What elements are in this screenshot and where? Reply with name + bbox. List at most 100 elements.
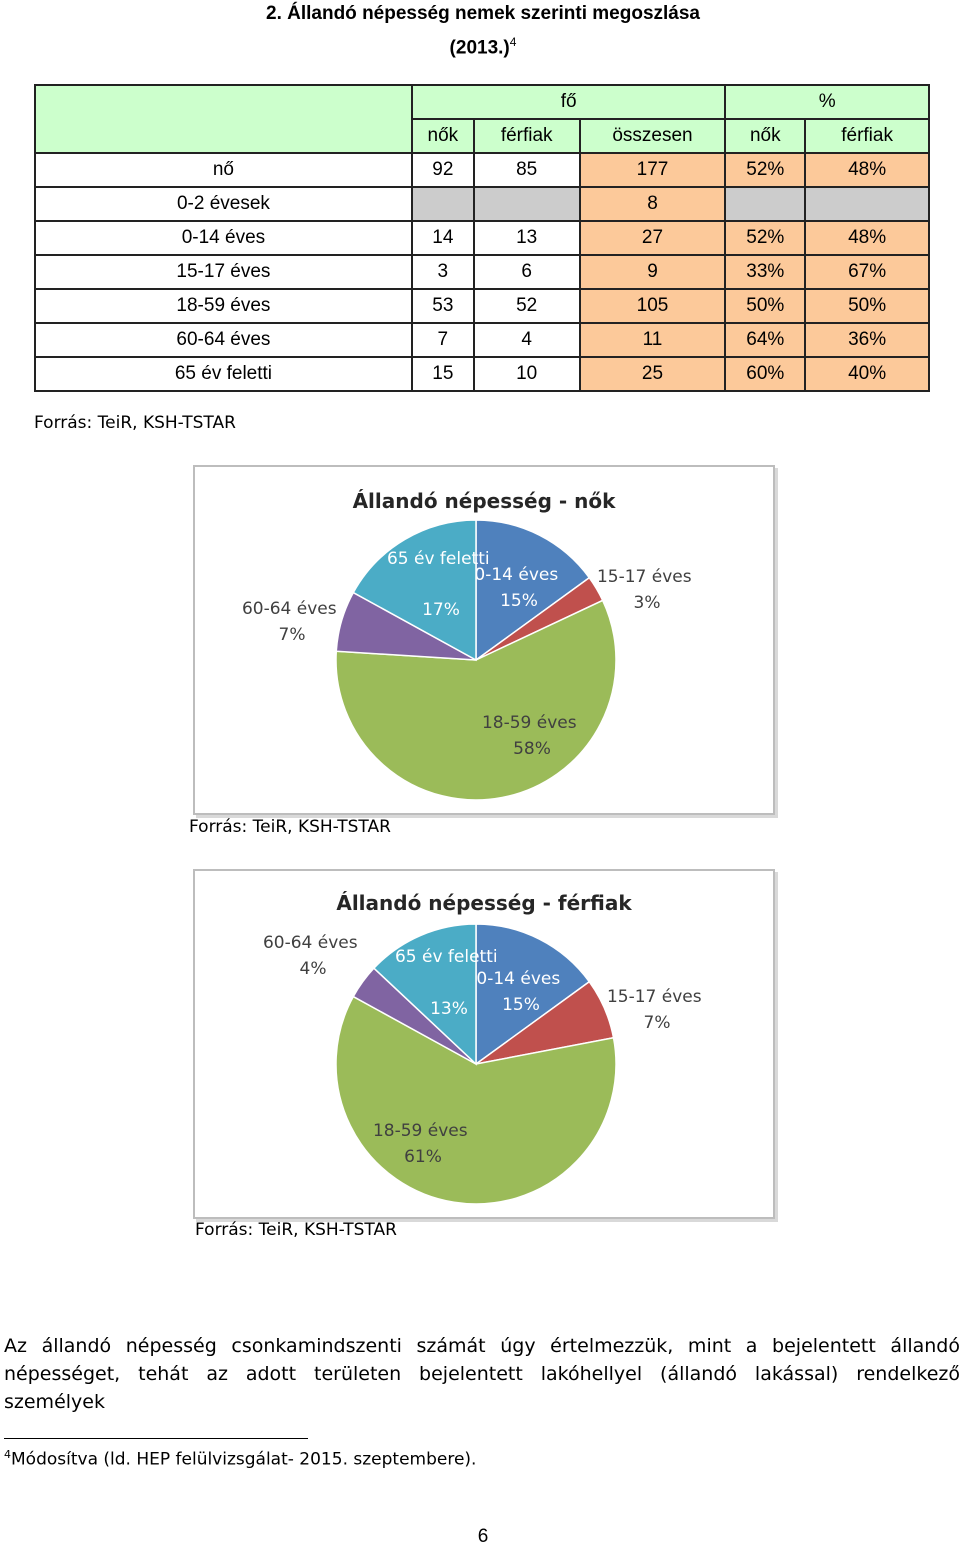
header-women: nők xyxy=(410,118,475,154)
cell: 40% xyxy=(804,356,930,392)
cell xyxy=(804,186,930,222)
label-text: 60-64 éves xyxy=(263,933,358,953)
cell: 13 xyxy=(472,220,581,256)
cell xyxy=(724,186,807,222)
chart-men-title: Állandó népesség - férfiak xyxy=(336,891,632,915)
heading-year: (2013.) xyxy=(449,37,510,59)
cell: 53 xyxy=(410,288,475,324)
chart-women-slices xyxy=(335,519,617,801)
label-men-60-64: 60-64 éves 4% xyxy=(263,933,363,979)
cell: 10 xyxy=(472,356,581,392)
section-heading: 2. Állandó népesség nemek szerinti megos… xyxy=(0,0,960,62)
chart-women: Állandó népesség - nők 65 év feletti 17%… xyxy=(193,465,775,815)
label-pct: 13% xyxy=(430,999,468,1019)
table-row: 15-17 éves 3 6 9 33% 67% xyxy=(34,254,930,290)
label-women-0-14: 0-14 éves 15% xyxy=(474,565,563,611)
cell: 4 xyxy=(472,322,581,358)
label-men-18-59: 18-59 éves 61% xyxy=(373,1121,473,1167)
label-pct: 15% xyxy=(500,591,538,611)
chart-women-title: Állandó népesség - nők xyxy=(353,489,617,513)
pie-slice-0-14-éves xyxy=(475,923,591,1066)
label-text: 0-14 éves xyxy=(474,565,558,585)
header-group-percent: % xyxy=(724,84,930,120)
table-row: 18-59 éves 53 52 105 50% 50% xyxy=(34,288,930,324)
cell: 52% xyxy=(724,220,807,256)
label-text: 65 év feletti xyxy=(395,947,498,967)
pie-slice-18-59-éves xyxy=(335,599,617,801)
label-women-60-64: 60-64 éves 7% xyxy=(242,599,342,645)
header-men: férfiak xyxy=(472,118,581,154)
footnote-number: 4 xyxy=(4,1448,11,1461)
label-text: 0-14 éves xyxy=(476,969,560,989)
label-text: 15-17 éves xyxy=(597,567,692,587)
header-group-persons: fő xyxy=(410,84,727,120)
cell: 50% xyxy=(804,288,930,324)
table-header-row-2: nők férfiak összesen nők férfiak xyxy=(35,118,930,154)
label-text: 15-17 éves xyxy=(607,987,702,1007)
label-pct: 4% xyxy=(300,959,327,979)
chart-men: Állandó népesség - férfiak 60-64 éves 4%… xyxy=(193,869,775,1219)
table-row: nő 92 85 177 52% 48% xyxy=(34,152,930,188)
pie-slice-0-14-éves xyxy=(475,519,591,662)
chart-women-labels: 65 év feletti 17% 0-14 éves 15% 15-17 év… xyxy=(242,549,692,759)
cell: 9 xyxy=(578,254,727,290)
cell: 11 xyxy=(578,322,727,358)
chart-men-labels: 60-64 éves 4% 65 év feletti 13% 0-14 éve… xyxy=(263,933,707,1167)
header-total: összesen xyxy=(578,118,727,154)
cell: 50% xyxy=(724,288,807,324)
pie-slice-65-év-feletti xyxy=(372,923,477,1066)
row-label: 65 év feletti xyxy=(34,356,413,392)
row-label: nő xyxy=(34,152,413,188)
cell: 6 xyxy=(472,254,581,290)
table-row: 0-2 évesek 8 xyxy=(34,186,930,222)
footnote: 4Módosítva (ld. HEP felülvizsgálat- 2015… xyxy=(4,1448,476,1470)
cell: 14 xyxy=(410,220,475,256)
row-label: 15-17 éves xyxy=(34,254,413,290)
cell: 177 xyxy=(578,152,727,188)
row-label: 60-64 éves xyxy=(34,322,413,358)
cell: 7 xyxy=(410,322,475,358)
row-label: 0-2 évesek xyxy=(34,186,413,222)
cell: 3 xyxy=(410,254,475,290)
footnote-divider xyxy=(4,1438,308,1439)
heading-footnote-ref: 4 xyxy=(509,35,517,49)
label-pct: 61% xyxy=(404,1147,442,1167)
cell xyxy=(410,186,475,222)
cell: 36% xyxy=(804,322,930,358)
cell: 60% xyxy=(724,356,807,392)
label-text: 60-64 éves xyxy=(242,599,337,619)
cell: 8 xyxy=(578,186,727,222)
row-label: 0-14 éves xyxy=(34,220,413,256)
cell: 52 xyxy=(472,288,581,324)
cell: 64% xyxy=(724,322,807,358)
chart-men-slices xyxy=(335,923,617,1205)
cell xyxy=(472,186,581,222)
label-men-15-17: 15-17 éves 7% xyxy=(607,987,707,1033)
label-men-0-14: 0-14 éves 15% xyxy=(476,969,565,1015)
cell: 33% xyxy=(724,254,807,290)
header-women-pct: nők xyxy=(724,118,807,154)
page-number: 6 xyxy=(477,1526,489,1547)
chart-women-svg: Állandó népesség - nők 65 év feletti 17%… xyxy=(242,489,692,801)
table-corner-cell xyxy=(34,84,413,154)
cell: 85 xyxy=(472,152,581,188)
population-table: fő % nők férfiak összesen nők férfiak nő… xyxy=(34,84,930,392)
label-pct: 7% xyxy=(644,1013,671,1033)
label-pct: 58% xyxy=(513,739,551,759)
cell: 92 xyxy=(410,152,475,188)
chart-men-source: Forrás: TeiR, KSH-TSTAR xyxy=(195,1220,397,1240)
table-row: 60-64 éves 7 4 11 64% 36% xyxy=(34,322,930,358)
header-men-pct: férfiak xyxy=(804,118,930,154)
cell: 105 xyxy=(578,288,727,324)
label-women-18-59: 18-59 éves 58% xyxy=(482,713,582,759)
footnote-text: Módosítva (ld. HEP felülvizsgálat- 2015.… xyxy=(11,1449,477,1470)
cell: 25 xyxy=(578,356,727,392)
cell: 27 xyxy=(578,220,727,256)
row-label: 18-59 éves xyxy=(34,288,413,324)
body-paragraph: Az állandó népesség csonkamindszenti szá… xyxy=(4,1335,960,1413)
label-pct: 7% xyxy=(279,625,306,645)
cell: 48% xyxy=(804,152,930,188)
label-text: 18-59 éves xyxy=(373,1121,468,1141)
chart-men-svg: Állandó népesség - férfiak 60-64 éves 4%… xyxy=(263,891,707,1205)
chart-women-source: Forrás: TeiR, KSH-TSTAR xyxy=(189,817,391,837)
